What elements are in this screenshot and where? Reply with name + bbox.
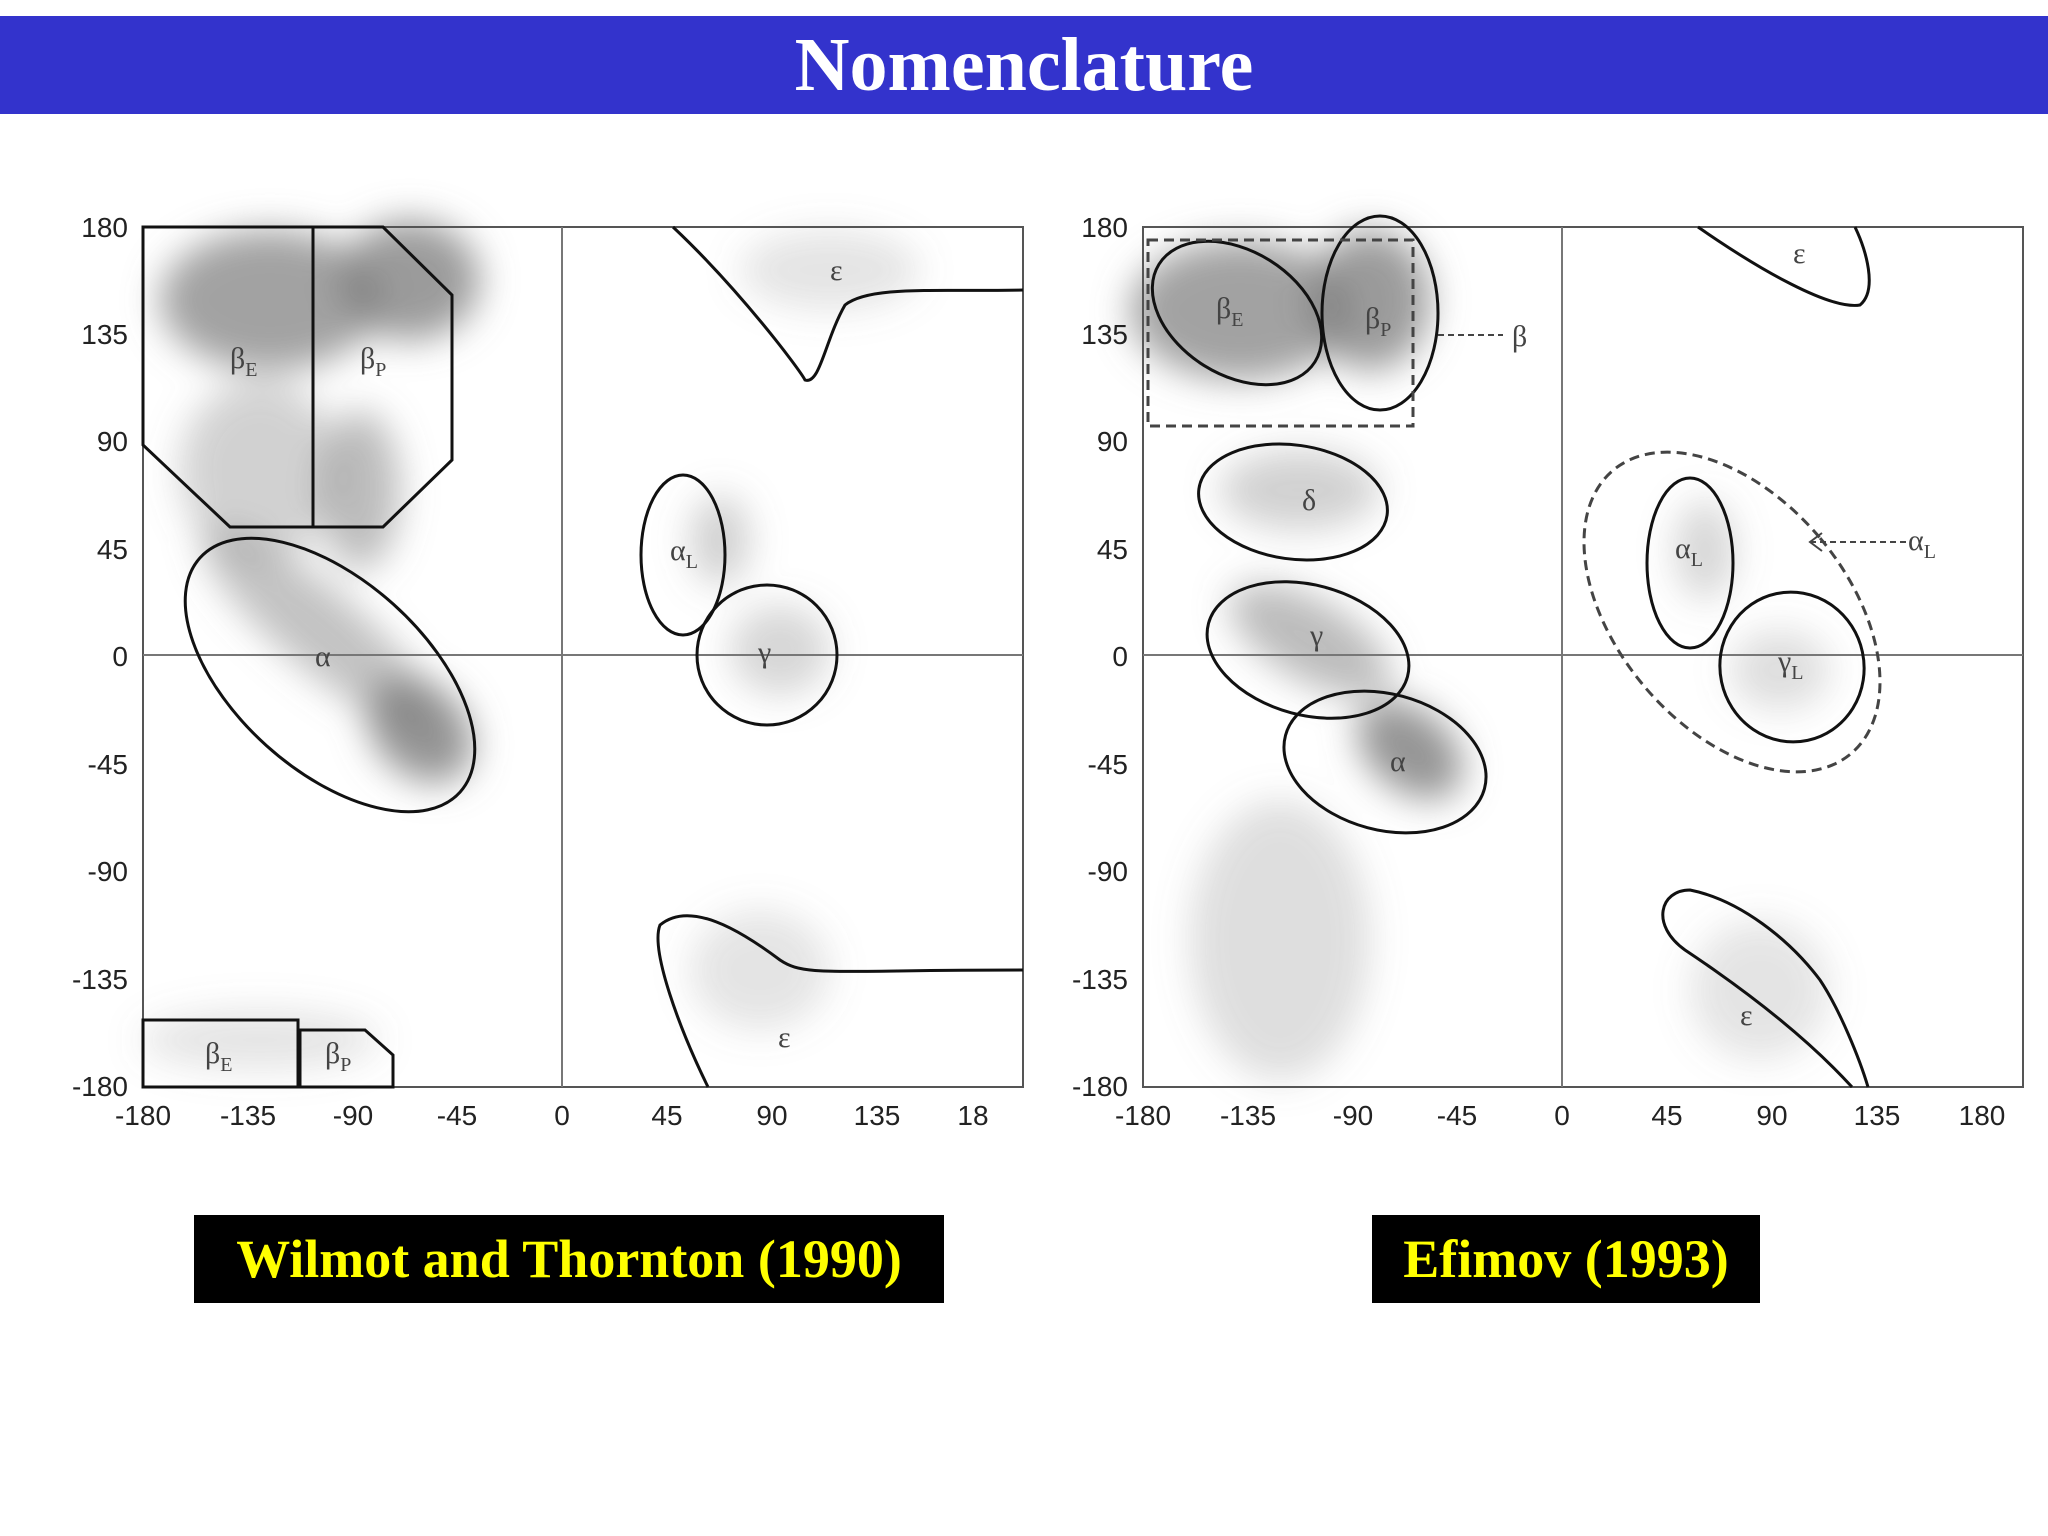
region-labels: βE βP α αL γ ε ε βE βP xyxy=(205,254,843,1076)
alpha-l-outline xyxy=(639,473,727,637)
y-tick-label: 135 xyxy=(1081,319,1128,350)
alpha-l-dashed-outline xyxy=(1582,450,1882,774)
x-tick-label: 18 xyxy=(957,1100,988,1131)
x-tick-label: -45 xyxy=(1437,1100,1477,1131)
plot-frame xyxy=(1142,226,2024,1088)
y-tick-label: -45 xyxy=(1088,749,1128,780)
x-tick-label: -90 xyxy=(1333,1100,1373,1131)
caption-text: Efimov (1993) xyxy=(1403,1229,1729,1289)
region-label-beta-p-lower: βP xyxy=(325,1037,351,1076)
region-label-epsilon-lower: ε xyxy=(778,1021,791,1054)
slide-title: Nomenclature xyxy=(794,22,1254,107)
y-tick-label: 90 xyxy=(1097,426,1128,457)
y-tick-label: 0 xyxy=(1112,641,1128,672)
beta-e-outline xyxy=(1150,239,1324,387)
plot-svg-left: βE βP α αL γ ε ε βE βP 180 135 90 45 0 -… xyxy=(72,212,1024,1131)
gamma-outline xyxy=(1205,580,1411,720)
gamma-l-outline xyxy=(1718,590,1866,744)
y-tick-label: 180 xyxy=(81,212,128,243)
x-tick-label: 0 xyxy=(1554,1100,1570,1131)
region-label-alpha: α xyxy=(1390,745,1406,778)
region-outlines xyxy=(141,225,1024,1089)
plot-frame xyxy=(142,226,1024,1088)
beta-p-lower-outline xyxy=(298,1028,395,1089)
x-tick-label: 180 xyxy=(1959,1100,2006,1131)
region-label-delta: δ xyxy=(1302,484,1316,517)
x-tick-labels: -180 -135 -90 -45 0 45 90 135 180 xyxy=(1115,1100,2005,1131)
density-clouds xyxy=(1130,230,1830,1080)
y-tick-label: 0 xyxy=(112,641,128,672)
x-tick-label: 90 xyxy=(756,1100,787,1131)
alpha-outline xyxy=(183,536,477,814)
alpha-l-outline xyxy=(1645,476,1735,650)
x-tick-labels: -180 -135 -90 -45 0 45 90 135 18 xyxy=(115,1100,989,1131)
region-label-gamma-l: γL xyxy=(1777,645,1803,684)
x-tick-label: 45 xyxy=(1651,1100,1682,1131)
region-label-alpha-l: αL xyxy=(670,534,698,573)
title-bar: Nomenclature xyxy=(0,16,2048,114)
y-tick-label: 45 xyxy=(1097,534,1128,565)
x-tick-label: -45 xyxy=(437,1100,477,1131)
beta-dashed-box xyxy=(1146,238,1415,428)
region-label-beta-p: βP xyxy=(360,342,386,381)
region-label-gamma: γ xyxy=(1309,619,1323,652)
y-tick-labels: 180 135 90 45 0 -45 -90 -135 -180 xyxy=(72,212,128,1102)
x-tick-label: 45 xyxy=(651,1100,682,1131)
region-label-gamma: γ xyxy=(757,636,771,669)
caption-wilmot-thornton: Wilmot and Thornton (1990) xyxy=(194,1215,944,1303)
region-labels: βE βP β δ γ α ε αL γL αL ε xyxy=(1216,237,1936,1032)
caption-efimov: Efimov (1993) xyxy=(1372,1215,1760,1303)
region-label-beta-p: βP xyxy=(1365,302,1391,341)
x-tick-label: 135 xyxy=(854,1100,901,1131)
gamma-outline xyxy=(695,583,839,727)
region-label-beta: β xyxy=(1512,320,1527,353)
x-tick-label: 0 xyxy=(554,1100,570,1131)
y-tick-label: -180 xyxy=(1072,1071,1128,1102)
x-tick-label: -180 xyxy=(1115,1100,1171,1131)
epsilon-lower-outline xyxy=(656,914,1024,1088)
beta-e-lower-outline xyxy=(141,1018,300,1089)
region-label-epsilon-lower: ε xyxy=(1740,999,1753,1032)
caption-text: Wilmot and Thornton (1990) xyxy=(236,1229,902,1289)
epsilon-lower-outline xyxy=(1661,888,1870,1089)
y-tick-label: -90 xyxy=(88,856,128,887)
y-tick-label: -135 xyxy=(1072,964,1128,995)
region-label-alpha-l: αL xyxy=(1675,532,1703,571)
ramachandran-plot-wilmot-thornton: βE βP α αL γ ε ε βE βP 180 135 90 45 0 -… xyxy=(40,190,1030,1150)
y-tick-label: 180 xyxy=(1081,212,1128,243)
region-label-beta-e: βE xyxy=(230,342,257,381)
y-tick-label: -180 xyxy=(72,1071,128,1102)
region-outlines xyxy=(1150,214,1871,1089)
y-tick-label: -45 xyxy=(88,749,128,780)
region-label-alpha-l-outer: αL xyxy=(1908,524,1936,563)
y-tick-label: 135 xyxy=(81,319,128,350)
y-tick-label: -135 xyxy=(72,964,128,995)
x-tick-label: 90 xyxy=(1756,1100,1787,1131)
y-tick-label: 90 xyxy=(97,426,128,457)
region-label-beta-e-lower: βE xyxy=(205,1037,232,1076)
alpha-l-arrowhead xyxy=(1808,532,1823,552)
region-label-epsilon-upper: ε xyxy=(830,254,843,287)
y-tick-labels: 180 135 90 45 0 -45 -90 -135 -180 xyxy=(1072,212,1128,1102)
alpha-outline xyxy=(1282,689,1488,835)
epsilon-upper-outline xyxy=(1697,225,1871,307)
ramachandran-plot-efimov: βE βP β δ γ α ε αL γL αL ε 180 135 90 45… xyxy=(1040,190,2030,1150)
beta-p-upper-outline xyxy=(311,225,454,529)
delta-outline xyxy=(1197,442,1389,562)
epsilon-upper-outline xyxy=(671,225,1024,382)
y-tick-label: 45 xyxy=(97,534,128,565)
x-tick-label: 135 xyxy=(1854,1100,1901,1131)
region-label-alpha: α xyxy=(315,640,331,673)
beta-e-upper-outline xyxy=(141,225,315,529)
beta-p-outline xyxy=(1320,214,1440,412)
x-tick-label: -90 xyxy=(333,1100,373,1131)
region-label-epsilon-upper: ε xyxy=(1793,237,1806,270)
region-label-beta-e: βE xyxy=(1216,292,1243,331)
density-clouds xyxy=(140,220,920,1070)
plot-svg-right: βE βP β δ γ α ε αL γL αL ε 180 135 90 45… xyxy=(1072,212,2024,1131)
x-tick-label: -135 xyxy=(1220,1100,1276,1131)
y-tick-label: -90 xyxy=(1088,856,1128,887)
x-tick-label: -135 xyxy=(220,1100,276,1131)
x-tick-label: -180 xyxy=(115,1100,171,1131)
